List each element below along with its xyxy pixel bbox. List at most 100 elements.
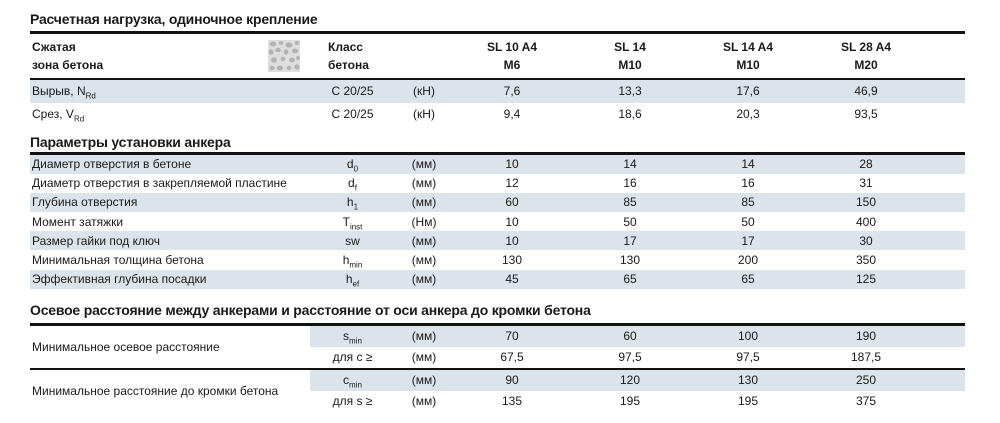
table-row-smin: smin (мм) 70 60 100 190 — [310, 325, 965, 347]
unit: (мм) — [411, 350, 437, 365]
symbol: smin — [343, 329, 362, 346]
unit: (мм) — [411, 394, 437, 409]
header-concrete-class: Класс бетона — [310, 38, 395, 74]
value-sl14a4: 20,3 — [736, 107, 760, 121]
section-load-title: Расчетная нагрузка, одиночное крепление — [30, 11, 318, 27]
value-sl28a4: 125 — [855, 272, 877, 287]
row-label-text: Срез, V — [32, 107, 74, 121]
table-row-hole-depth: Глубина отверстия h1 (мм) 60 85 85 150 — [30, 192, 965, 213]
section-install-title: Параметры установки анкера — [30, 133, 231, 150]
value-sl10a4: 90 — [505, 373, 519, 388]
section-spacing-title: Осевое расстояние между анкерами и расст… — [30, 301, 591, 318]
header-concrete-class-line2: бетона — [328, 58, 369, 72]
header-compressed-zone: Сжатая зона бетона — [30, 34, 310, 78]
value-sl14: 130 — [619, 253, 641, 268]
load-table-header-row: Сжатая зона бетона — [30, 34, 965, 78]
concrete-texture-icon — [268, 40, 300, 72]
spacing-group-axial: Минимальное осевое расстояние smin (мм) … — [30, 325, 965, 368]
unit: (кН) — [413, 84, 435, 98]
table-row-min-concrete-thickness: Минимальная толщина бетона hmin (мм) 130… — [30, 250, 965, 269]
row-label: Эффективная глубина посадки — [32, 272, 207, 287]
value-sl14: 17 — [623, 233, 637, 248]
header-concrete-class-line1: Класс — [328, 40, 363, 54]
value-sl10a4: 10 — [505, 157, 519, 172]
value-sl14: 14 — [623, 157, 637, 172]
value-sl28a4: 400 — [855, 214, 877, 229]
row-label-subscript: Rd — [73, 114, 85, 124]
table-row-effective-embedment: Эффективная глубина посадки hef (мм) 45 … — [30, 269, 965, 289]
table-row-wrench-size: Размер гайки под ключ sw (мм) 10 17 17 3… — [30, 231, 965, 251]
row-label-subscript: Rd — [85, 91, 96, 101]
row-label: Диаметр отверстия в закрепляемой пластин… — [32, 176, 287, 191]
value-sl14: 18,6 — [618, 107, 642, 121]
value-sl14: 50 — [623, 214, 637, 229]
row-label: Минимальная толщина бетона — [32, 253, 204, 268]
symbol: sw — [345, 233, 360, 248]
value-sl10a4: 67,5 — [500, 350, 524, 365]
unit: (мм) — [411, 329, 437, 344]
value-sl28a4: 375 — [855, 394, 877, 409]
product-model: SL 10 A4 — [486, 40, 538, 54]
value-sl10a4: 60 — [505, 195, 519, 210]
symbol: hmin — [342, 253, 363, 270]
group-label: Минимальное осевое расстояние — [32, 339, 220, 354]
column-header-sl14: SL 14 M10 — [571, 38, 689, 74]
value-sl14a4: 195 — [737, 394, 759, 409]
value-sl28a4: 31 — [859, 176, 873, 191]
table-row-for-c: для c ≥ (мм) 67,5 97,5 97,5 187,5 — [310, 347, 965, 368]
rule-under-header — [30, 78, 965, 80]
table-row-for-s: для s ≥ (мм) 135 195 195 375 — [310, 391, 965, 412]
value-sl14a4: 16 — [741, 176, 755, 191]
row-label: Срез, VRd — [30, 103, 310, 126]
value-sl14a4: 85 — [741, 195, 755, 210]
value-sl14: 195 — [619, 394, 641, 409]
concrete-class-value: C 20/25 — [331, 84, 374, 98]
product-model: SL 14 — [614, 40, 646, 54]
value-sl28a4: 250 — [855, 373, 877, 388]
symbol: hef — [345, 272, 360, 289]
product-model: SL 14 A4 — [722, 40, 774, 54]
product-thread: M10 — [736, 58, 760, 72]
group-label: Минимальное расстояние до кромки бетона — [32, 383, 279, 398]
value-sl14: 120 — [619, 373, 641, 388]
row-label: Глубина отверстия — [32, 195, 138, 210]
value-sl14: 60 — [623, 329, 637, 344]
table-row-hole-diameter-plate: Диаметр отверстия в закрепляемой пластин… — [30, 174, 965, 193]
table-row-shear: Срез, VRd C 20/25 (кН) 9,4 18,6 20,3 93,… — [30, 103, 965, 126]
value-sl14: 97,5 — [618, 350, 642, 365]
symbol: Tinst — [342, 214, 363, 232]
unit: (мм) — [411, 176, 437, 191]
column-header-sl10a4: SL 10 A4 M6 — [453, 38, 571, 74]
value-sl28a4: 30 — [859, 233, 873, 248]
row-label: Момент затяжки — [32, 214, 124, 229]
product-model: SL 28 A4 — [840, 40, 892, 54]
symbol: d0 — [346, 157, 359, 174]
rule-under-load-title — [30, 31, 965, 34]
value-sl14: 85 — [623, 195, 637, 210]
row-label-text: Вырыв, N — [32, 84, 86, 98]
value-sl28a4: 150 — [855, 195, 877, 210]
table-row-tightening-torque: Момент затяжки Tinst (Нм) 10 50 50 400 — [30, 212, 965, 231]
value-sl10a4: 135 — [501, 394, 523, 409]
value-sl14a4: 50 — [741, 214, 755, 229]
unit: (мм) — [411, 233, 437, 248]
rule-under-install-title — [30, 151, 965, 155]
product-thread: M20 — [854, 58, 878, 72]
value-sl14a4: 130 — [737, 373, 759, 388]
row-label: Размер гайки под ключ — [32, 233, 160, 248]
column-header-sl14a4: SL 14 A4 M10 — [689, 38, 807, 74]
value-sl14: 65 — [623, 272, 637, 287]
value-sl10a4: 130 — [501, 253, 523, 268]
symbol: cmin — [343, 373, 362, 390]
header-compressed-zone-line1: Сжатая — [32, 40, 76, 54]
value-sl14a4: 14 — [741, 157, 755, 172]
value-sl14a4: 200 — [737, 253, 759, 268]
value-sl28a4: 28 — [859, 157, 873, 172]
concrete-class-value: C 20/25 — [331, 107, 374, 121]
unit: (Нм) — [411, 214, 437, 229]
value-sl28a4: 187,5 — [850, 350, 882, 365]
symbol: для c ≥ — [332, 350, 373, 365]
value-sl28a4: 190 — [855, 329, 877, 344]
value-sl10a4: 45 — [505, 272, 519, 287]
value-sl14a4: 100 — [737, 329, 759, 344]
